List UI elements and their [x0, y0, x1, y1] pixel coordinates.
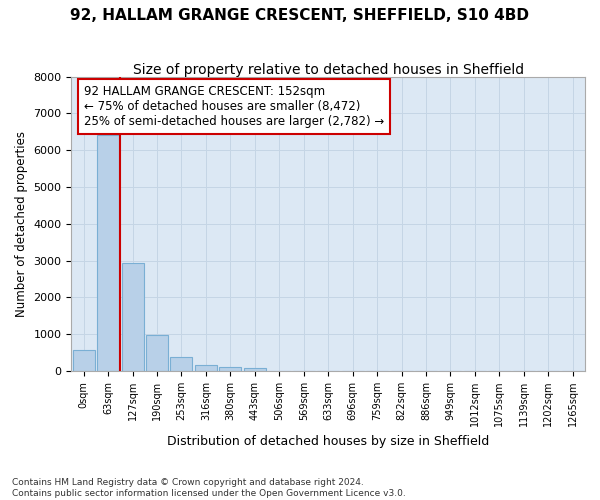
Bar: [122, 262, 143, 371]
Bar: [244, 368, 266, 371]
Text: Contains HM Land Registry data © Crown copyright and database right 2024.
Contai: Contains HM Land Registry data © Crown c…: [12, 478, 406, 498]
Y-axis label: Number of detached properties: Number of detached properties: [15, 130, 28, 316]
Bar: [170, 357, 193, 371]
Text: 92 HALLAM GRANGE CRESCENT: 152sqm
← 75% of detached houses are smaller (8,472)
2: 92 HALLAM GRANGE CRESCENT: 152sqm ← 75% …: [84, 86, 385, 128]
Bar: [195, 364, 217, 371]
Text: 92, HALLAM GRANGE CRESCENT, SHEFFIELD, S10 4BD: 92, HALLAM GRANGE CRESCENT, SHEFFIELD, S…: [71, 8, 530, 22]
Title: Size of property relative to detached houses in Sheffield: Size of property relative to detached ho…: [133, 62, 524, 76]
X-axis label: Distribution of detached houses by size in Sheffield: Distribution of detached houses by size …: [167, 434, 490, 448]
Bar: [220, 367, 241, 371]
Bar: [73, 350, 95, 371]
Bar: [97, 134, 119, 371]
Bar: [146, 335, 168, 371]
